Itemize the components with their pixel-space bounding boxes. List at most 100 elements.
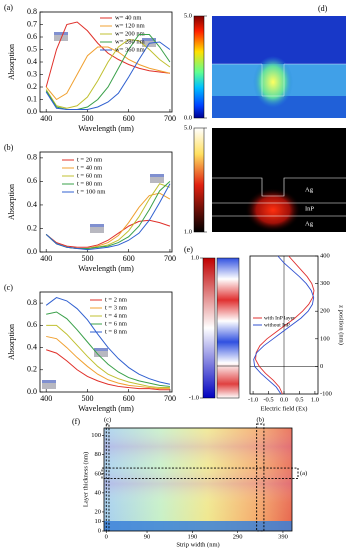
y-axis-label: Absorption: [7, 44, 16, 80]
series-line: [255, 255, 315, 395]
series-line: [45, 46, 171, 101]
series-line: [45, 183, 171, 251]
panel-label: (f): [72, 417, 80, 426]
plot-frame: [103, 427, 293, 532]
colorbar-tick-label: 5.0: [184, 12, 192, 19]
y-tick-label: 0.8: [27, 298, 37, 307]
y-tick-label: 0.0: [27, 387, 37, 396]
legend-label: t = 6 nm: [105, 320, 127, 327]
y-tick-label: 80: [95, 451, 102, 458]
y-tick-label: 0.2: [27, 223, 37, 232]
y-axis-label: z position (nm): [338, 305, 345, 345]
structure-outline: [212, 177, 346, 217]
x-tick-label: 600: [123, 114, 135, 123]
series-line: [45, 21, 171, 88]
legend-label: w= 120 nm: [115, 22, 145, 29]
sweep-map-bands: [104, 428, 292, 521]
y-tick-label: 100: [91, 432, 101, 439]
structure-icon-layer: [90, 224, 104, 227]
x-tick-label: 500: [81, 114, 93, 123]
y-axis-label: Absorption: [7, 324, 16, 360]
panel-label: (d): [318, 4, 328, 13]
x-tick-label: 700: [164, 394, 176, 403]
plot-frame: [39, 291, 173, 393]
legend-label: t = 80 nm: [77, 180, 102, 187]
colorbar-tick-label: 1.0: [191, 254, 199, 261]
y-tick-label: 0.6: [27, 320, 37, 329]
legend-label: w= 200 nm: [115, 30, 145, 37]
y-tick-label: 0.5: [27, 44, 37, 53]
structure-icon-layer: [94, 348, 108, 351]
panel-label: (b): [4, 143, 14, 152]
y-tick-label: 0: [320, 363, 323, 370]
colorbar: [202, 257, 216, 399]
plot-frame: [39, 11, 173, 113]
panel-label: (a): [4, 3, 13, 12]
legend-label: t = 60 nm: [77, 172, 102, 179]
sweep-map-strip: [104, 521, 292, 531]
legend-label: t = 3 nm: [105, 304, 127, 311]
selection-box: [256, 423, 265, 532]
legend-label: w= 40 nm: [115, 14, 141, 21]
series-line: [253, 255, 315, 395]
structure-icon: [90, 224, 104, 233]
panel-label: (e): [184, 245, 193, 254]
y-tick-label: 40: [95, 489, 102, 496]
layer-label: Ag: [305, 186, 314, 193]
structure-icon-layer: [42, 380, 56, 383]
y-tick-label: -100: [320, 390, 332, 397]
layer-label: Ag: [305, 220, 314, 227]
structure-icon: [142, 38, 156, 47]
colorbar-tick-label: -1.0: [189, 394, 199, 401]
y-tick-label: 0.3: [27, 69, 37, 78]
x-tick-label: 700: [164, 254, 176, 263]
x-axis-label: Wavelength (nm): [78, 124, 134, 133]
y-tick-label: 0: [98, 527, 101, 534]
y-tick-label: 200: [320, 308, 330, 315]
legend-label: t = 40 nm: [77, 164, 102, 171]
structure-icon-layer: [150, 174, 164, 177]
y-axis-label: Layer thickness (nm): [82, 452, 89, 507]
annotation: (b): [256, 416, 264, 423]
colorbar: [193, 15, 205, 119]
y-tick-label: 0.8: [27, 7, 37, 16]
series-line: [46, 335, 170, 390]
x-tick-label: -1.0: [248, 396, 258, 403]
legend-label: t = 20 nm: [77, 156, 102, 163]
y-tick-label: 0.2: [27, 365, 37, 374]
panel-label: (c): [4, 283, 13, 292]
x-tick-label: 400: [40, 394, 52, 403]
series-line: [46, 311, 170, 387]
layer-label: InP: [305, 205, 314, 212]
y-tick-label: 0.4: [27, 200, 37, 209]
y-tick-label: 400: [320, 252, 330, 259]
x-axis-label: Wavelength (nm): [78, 404, 134, 413]
y-tick-label: 100: [320, 335, 330, 342]
structure-outline: [212, 63, 346, 97]
x-tick-label: 500: [81, 254, 93, 263]
structure-icon-layer: [54, 32, 68, 35]
annotation: (a): [300, 470, 307, 477]
y-tick-label: 0.1: [27, 94, 37, 103]
legend-label: t = 100 nm: [77, 188, 105, 195]
y-tick-label: 20: [95, 508, 102, 515]
structure-icon-layer: [142, 38, 156, 41]
field-map-region: [212, 96, 346, 118]
structure-icon: [94, 348, 108, 357]
selection-box: [105, 423, 110, 532]
x-tick-label: 290: [233, 533, 243, 540]
x-tick-label: 400: [40, 114, 52, 123]
x-tick-label: 1.0: [311, 396, 319, 403]
legend-label: w= 360 nm: [115, 46, 145, 53]
x-axis-label: Strip width (nm): [176, 541, 219, 548]
x-tick-label: 700: [164, 114, 176, 123]
x-tick-label: 400: [40, 254, 52, 263]
plot-frame: [39, 151, 173, 253]
colorbar-tick-label: 1.0: [184, 228, 192, 235]
series-line: [46, 349, 170, 391]
field-hotspot: [245, 188, 301, 232]
structure-icon: [54, 32, 68, 41]
y-tick-label: 0.8: [27, 153, 37, 162]
y-axis-label: Absorption: [7, 184, 16, 220]
